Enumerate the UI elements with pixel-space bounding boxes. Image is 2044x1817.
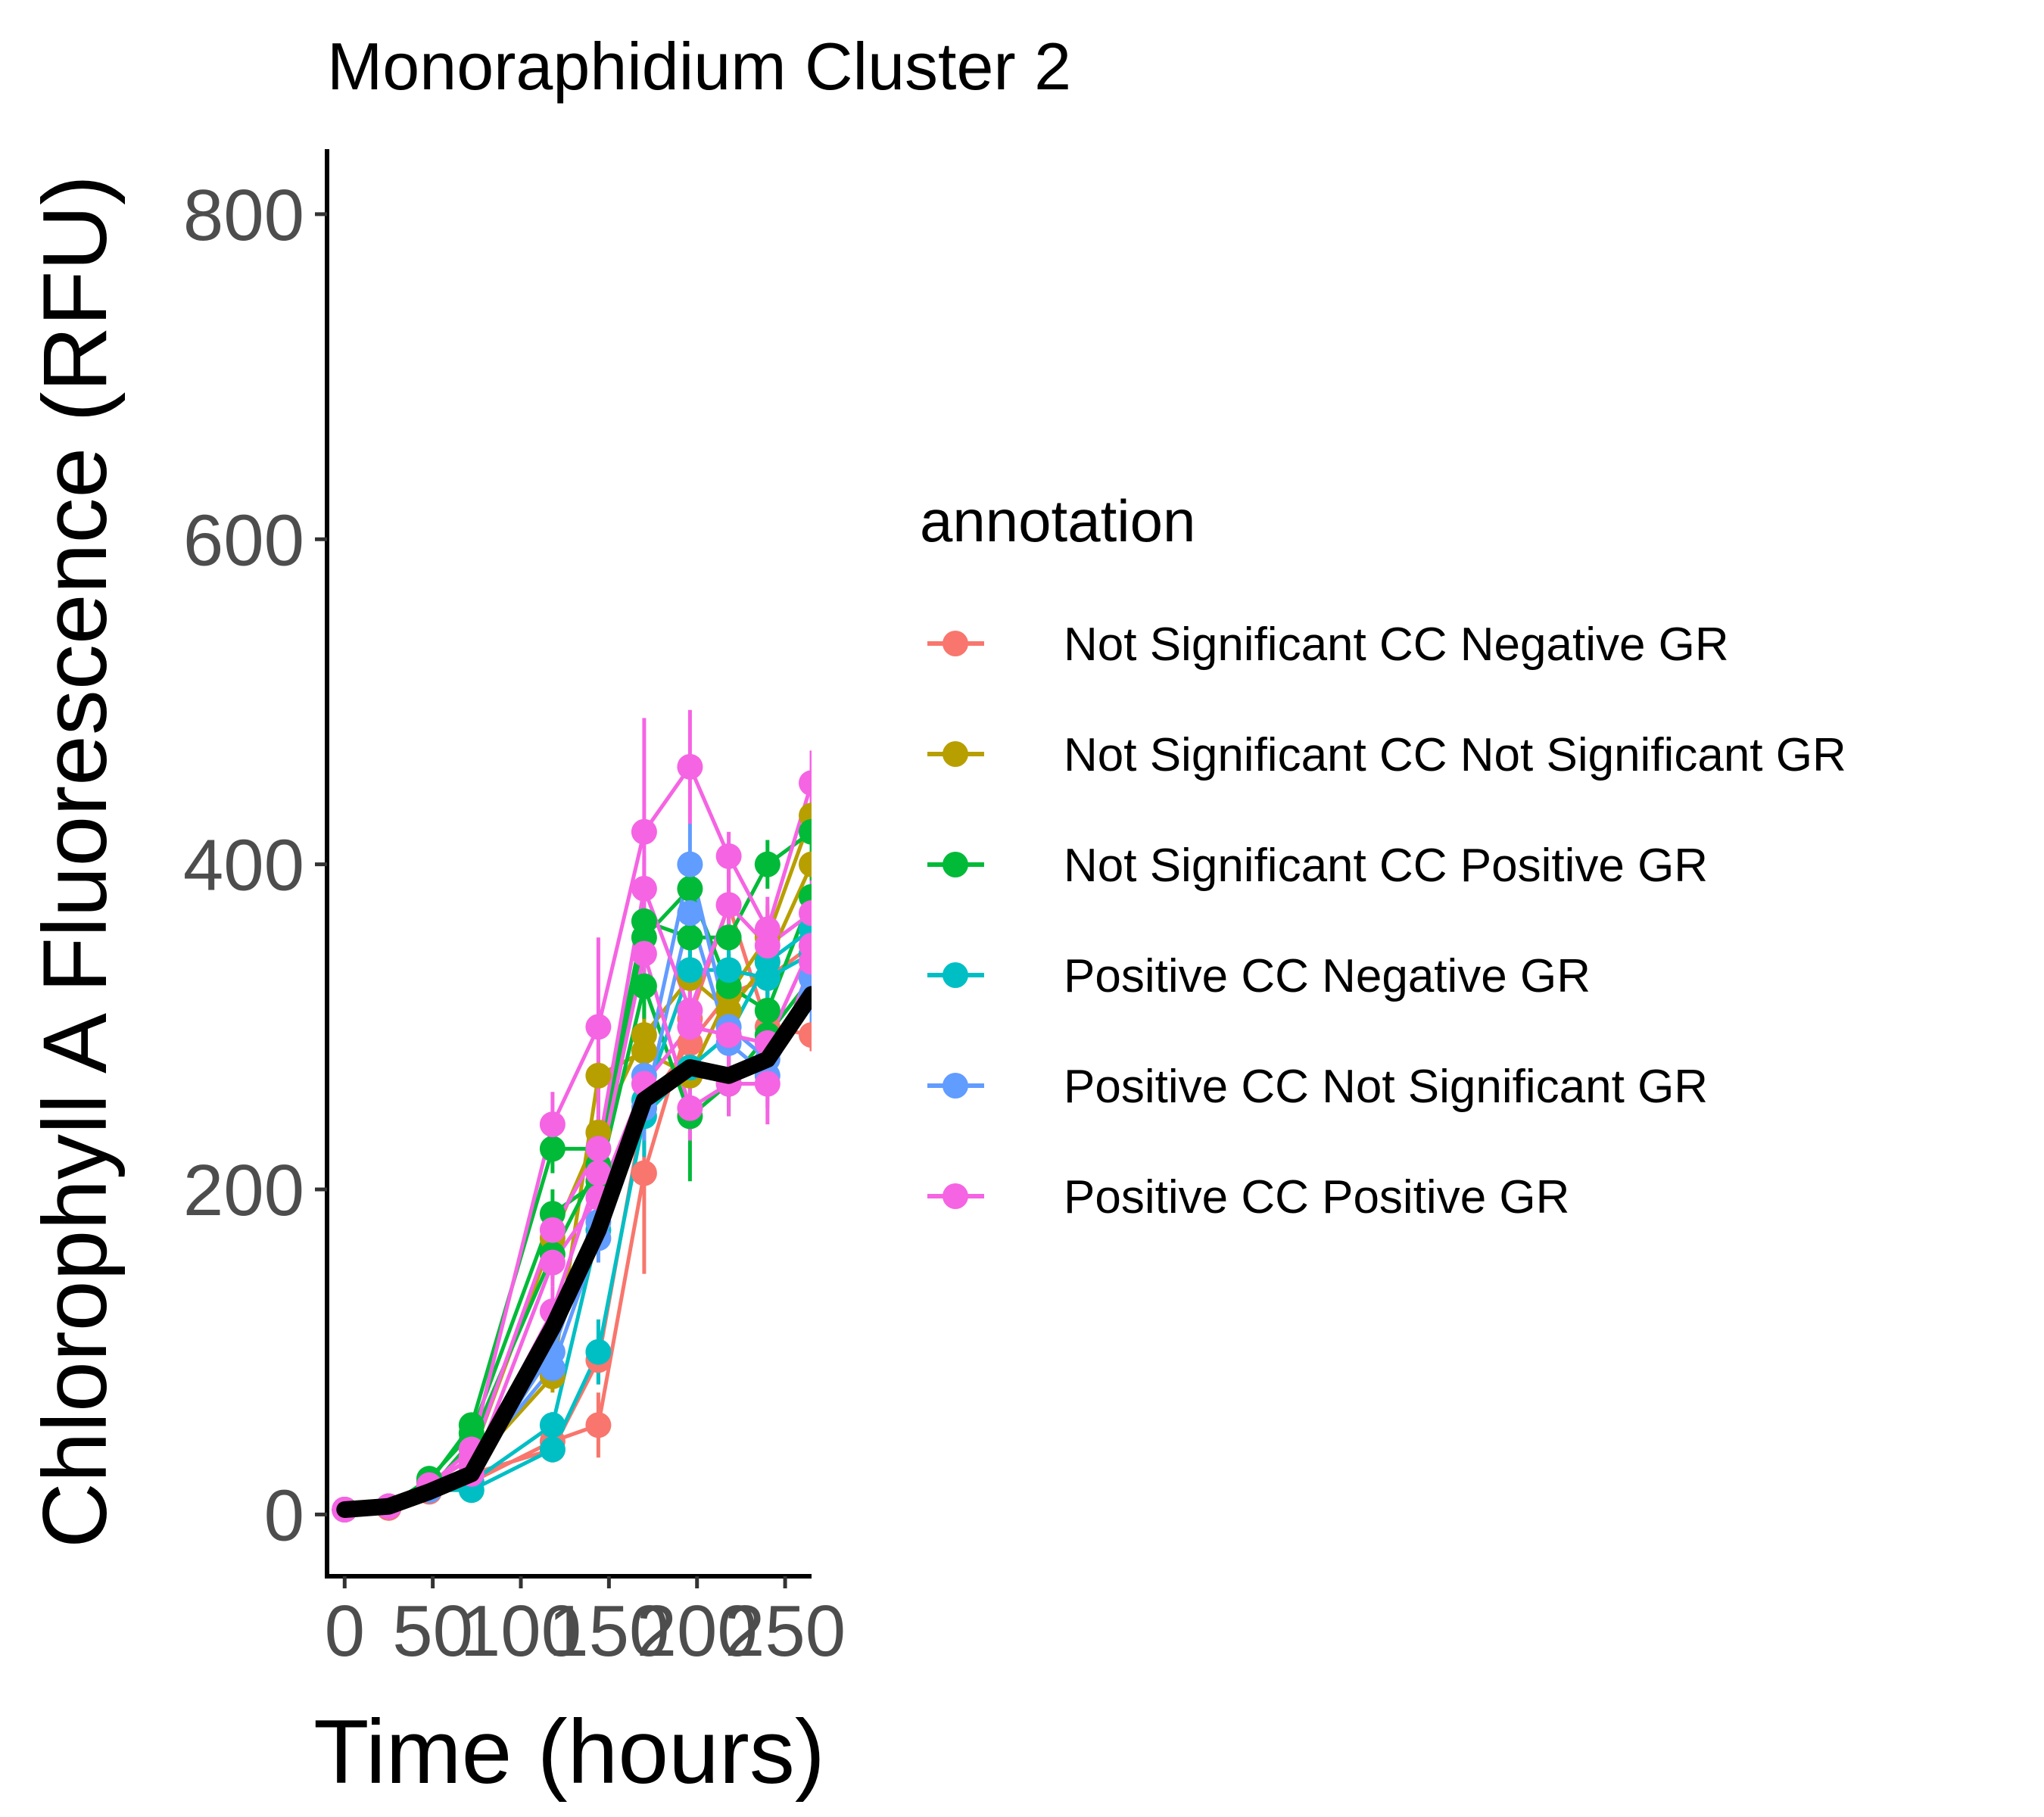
legend-label: Positive CC Negative GR (1064, 950, 1591, 1002)
data-point (631, 1022, 657, 1049)
legend-item: Positive CC Not Significant GR (927, 1061, 1708, 1113)
data-point (754, 851, 781, 877)
data-point (631, 940, 657, 967)
x-tick-label: 0 (325, 1591, 365, 1672)
y-tick-label: 0 (264, 1475, 304, 1556)
data-point (585, 1160, 612, 1186)
data-point (677, 900, 703, 927)
series-line (344, 830, 812, 1512)
data-point (799, 1022, 812, 1049)
data-point (539, 1217, 566, 1243)
legend-key-point (943, 852, 968, 877)
legend-key-point (943, 631, 968, 656)
data-point (585, 1136, 612, 1162)
y-axis-title: Chlorophyll A Fluorescence (RFU) (24, 175, 126, 1548)
plot-lines (344, 765, 812, 1512)
x-tick-label: 200 (637, 1591, 758, 1672)
data-point (715, 843, 742, 869)
legend-label: Not Significant CC Positive GR (1064, 840, 1708, 892)
legend-label: Positive CC Not Significant GR (1064, 1061, 1708, 1113)
data-point (631, 973, 657, 999)
legend-items: Not Significant CC Negative GR Not Signif… (927, 619, 1846, 1223)
series-line (344, 944, 812, 1512)
legend: annotation Not Significant CC Negative G… (920, 488, 1846, 1223)
legend-title: annotation (920, 488, 1195, 554)
x-tick-label: 100 (460, 1591, 581, 1672)
series-line (344, 977, 812, 1512)
legend-item: Not Significant CC Not Significant GR (927, 729, 1846, 781)
data-point (539, 1412, 566, 1438)
mean-line (336, 986, 812, 1518)
plot-mean-line (336, 986, 812, 1518)
chart-title: Monoraphidium Cluster 2 (327, 29, 1071, 104)
legend-label: Positive CC Positive GR (1064, 1171, 1569, 1223)
data-point (799, 818, 812, 845)
y-tick-label: 400 (183, 825, 304, 906)
data-point (715, 957, 742, 983)
data-point (754, 997, 781, 1024)
data-point (585, 1412, 612, 1438)
x-tick-label: 250 (724, 1591, 846, 1672)
data-point (677, 753, 703, 780)
x-axis-title: Time (hours) (313, 1701, 825, 1803)
data-point (715, 924, 742, 951)
y-tick-label: 800 (183, 175, 304, 256)
legend-item: Positive CC Negative GR (927, 950, 1591, 1002)
data-point (539, 1249, 566, 1276)
legend-key-point (943, 741, 968, 767)
legend-item: Positive CC Positive GR (927, 1171, 1569, 1223)
x-tick-label: 50 (392, 1591, 473, 1672)
data-point (799, 851, 812, 877)
data-point (754, 1071, 781, 1097)
legend-key-point (943, 1073, 968, 1099)
legend-item: Not Significant CC Positive GR (927, 840, 1708, 892)
data-point (631, 818, 657, 845)
data-point (799, 770, 812, 796)
data-point (754, 965, 781, 991)
data-point (715, 892, 742, 918)
data-point (631, 1160, 657, 1186)
data-point (677, 1095, 703, 1121)
data-point (677, 924, 703, 951)
y-tick-label: 600 (183, 500, 304, 581)
legend-item: Not Significant CC Negative GR (927, 619, 1729, 671)
data-point (677, 851, 703, 877)
data-point (539, 1436, 566, 1463)
data-point (585, 1062, 612, 1089)
data-point (677, 875, 703, 902)
data-point (585, 1014, 612, 1040)
data-point (585, 1339, 612, 1365)
data-point (754, 932, 781, 958)
plot-points (332, 753, 812, 1522)
data-point (715, 1022, 742, 1049)
data-point (631, 875, 657, 902)
y-axis-ticks: 0 200 400 600 800 (183, 175, 327, 1556)
data-point (539, 1136, 566, 1162)
legend-label: Not Significant CC Not Significant GR (1064, 729, 1846, 781)
y-tick-label: 200 (183, 1150, 304, 1231)
legend-key-point (943, 962, 968, 988)
data-point (677, 957, 703, 983)
data-point (799, 932, 812, 958)
data-point (539, 1111, 566, 1138)
data-point (677, 997, 703, 1024)
x-tick-label: 150 (548, 1591, 669, 1672)
data-point (799, 900, 812, 927)
legend-label: Not Significant CC Negative GR (1064, 619, 1729, 671)
legend-key-point (943, 1183, 968, 1209)
